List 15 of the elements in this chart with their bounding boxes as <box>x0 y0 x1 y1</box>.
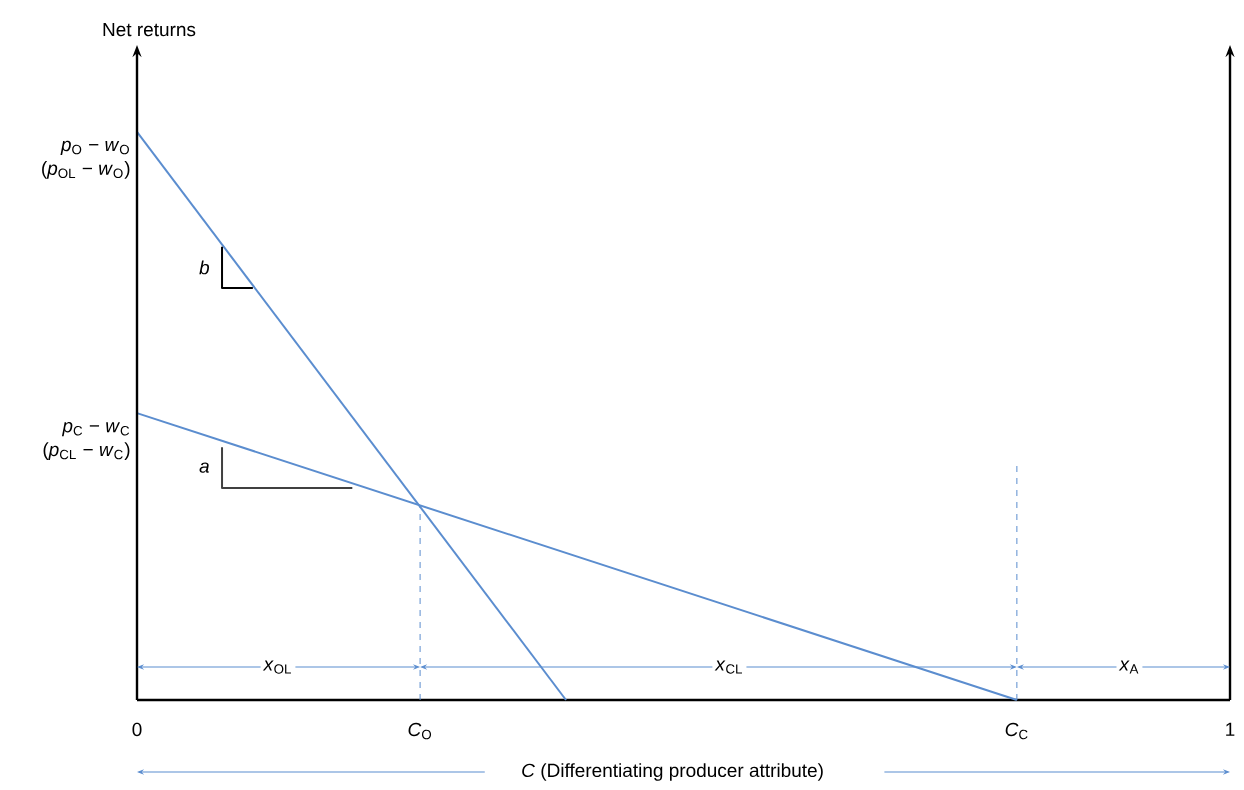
x-tick-label: 0 <box>132 722 142 737</box>
x-axis-title: C (Differentiating producer attribute) <box>522 763 823 781</box>
annotation: p$_{O}$ − w$_{O}$ <box>60 140 129 155</box>
annotation: p$_{C}$ − w$_{C}$ <box>61 422 130 437</box>
annotation: x$_{A}$ <box>1118 660 1139 674</box>
annotation: (p$_{CL}$ − w$_{C}$) <box>43 442 130 460</box>
annotation: b <box>199 260 210 275</box>
x-tick-label: 1 <box>1226 722 1235 736</box>
annotation: x$_{OL}$ <box>262 660 291 674</box>
x-tick-label: C$_{O}$ <box>408 722 432 740</box>
annotation: x$_{CL}$ <box>714 660 742 674</box>
x-tick-label: C$_{C}$ <box>1005 722 1028 740</box>
text: Net returns <box>103 22 196 37</box>
annotation: (p$_{OL}$ − w$_{O}$) <box>42 161 130 179</box>
annotation: a <box>199 462 209 473</box>
